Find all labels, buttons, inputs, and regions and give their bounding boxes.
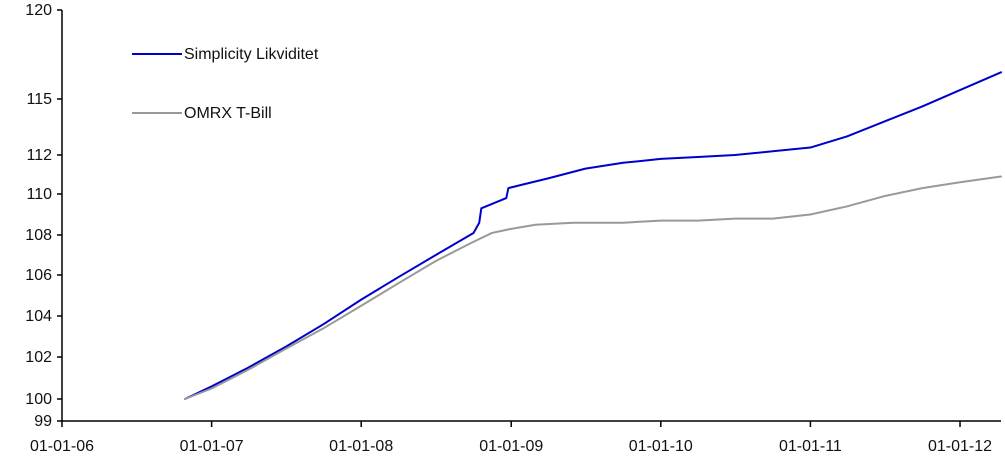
series-lines bbox=[183, 71, 1002, 400]
y-tick-label: 120 bbox=[25, 2, 52, 19]
y-tick-label: 106 bbox=[25, 267, 52, 284]
y-tick-label: 104 bbox=[25, 308, 52, 325]
series-line-simplicity-likviditet bbox=[183, 71, 1002, 400]
legend-label-omrx-t-bill: OMRX T-Bill bbox=[184, 105, 272, 122]
series-line-omrx-t-bill bbox=[183, 175, 1002, 400]
y-tick-label: 115 bbox=[26, 91, 52, 108]
y-tick-label: 102 bbox=[25, 349, 52, 366]
x-tick-label: 01-01-06 bbox=[30, 438, 94, 455]
y-tick-label: 100 bbox=[25, 391, 52, 408]
x-tick-label: 01-01-09 bbox=[479, 438, 543, 455]
axis-ticks: 99 100 102 104 106 108 110 112 115 120 01-01-06 01-… bbox=[25, 2, 992, 455]
x-tick-label: 01-01-12 bbox=[928, 438, 992, 455]
y-tick-label: 112 bbox=[26, 147, 52, 164]
y-tick-label: 110 bbox=[26, 186, 52, 203]
x-tick-label: 01-01-07 bbox=[180, 438, 244, 455]
x-tick-label: 01-01-10 bbox=[629, 438, 693, 455]
legend-label-simplicity-likviditet: Simplicity Likviditet bbox=[184, 46, 319, 63]
legend: Simplicity Likviditet OMRX T-Bill bbox=[132, 46, 319, 122]
y-tick-label: 108 bbox=[25, 227, 52, 244]
x-tick-label: 01-01-08 bbox=[329, 438, 393, 455]
axes bbox=[61, 10, 1001, 422]
x-tick-label: 01-01-11 bbox=[779, 438, 842, 455]
y-tick-label: 99 bbox=[34, 413, 52, 430]
